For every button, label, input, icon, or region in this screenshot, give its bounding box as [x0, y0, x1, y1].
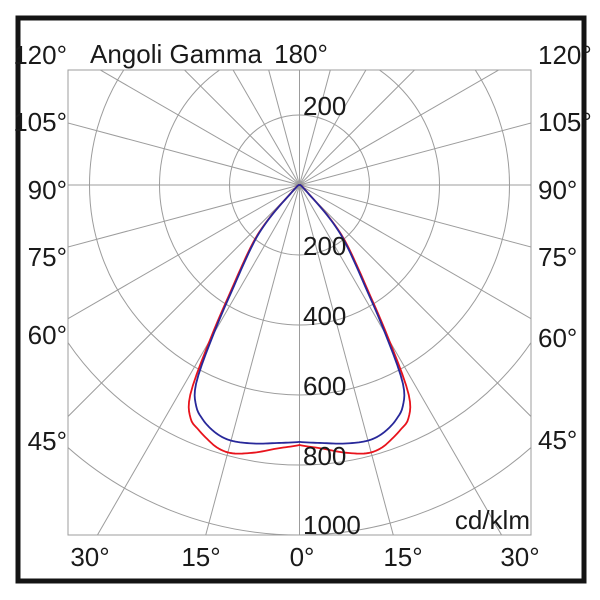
angle-label-right-75: 75°	[538, 242, 577, 272]
polar-ray-300	[299, 70, 367, 186]
polar-ray-15	[299, 184, 531, 248]
intensity-curves	[187, 184, 412, 455]
ring-label-200-top: 200	[303, 91, 346, 121]
polar-ray-75	[299, 184, 394, 535]
angle-label-left-90: 90°	[28, 175, 67, 205]
plot-area-border	[67, 69, 532, 536]
ring-label-1000: 1000	[303, 510, 361, 540]
polar-ray-225	[183, 70, 300, 186]
chart-title: Angoli Gamma	[90, 39, 262, 69]
angle-label-bottom-15l: 15°	[181, 542, 220, 572]
polar-ray-210	[99, 70, 300, 186]
ring-label-200: 200	[303, 231, 346, 261]
polar-ray-30	[299, 184, 531, 320]
polar-ray-255	[268, 70, 300, 186]
polar-ray-315	[299, 70, 416, 186]
angle-label-left-120: 120°	[13, 40, 67, 70]
polar-ray-345	[299, 122, 531, 186]
angle-label-bottom-0: 0°	[290, 542, 315, 572]
polar-ray-165	[68, 184, 300, 248]
polar-ray-135	[68, 184, 300, 418]
unit-label: cd/klm	[455, 505, 530, 535]
angle-label-left-105: 105°	[13, 107, 67, 137]
polar-ray-150	[68, 184, 300, 320]
polar-ray-60	[299, 184, 503, 535]
angle-label-left-75: 75°	[28, 242, 67, 272]
angle-label-top-180: 180°	[274, 39, 328, 69]
angle-label-right-120: 120°	[538, 40, 592, 70]
polar-ray-285	[299, 70, 331, 186]
ring-label-600: 600	[303, 371, 346, 401]
angle-label-bottom-30r: 30°	[500, 542, 539, 572]
angle-label-left-60: 60°	[28, 320, 67, 350]
angle-label-bottom-30l: 30°	[70, 542, 109, 572]
angle-label-right-90: 90°	[538, 175, 577, 205]
polar-ray-330	[299, 70, 500, 186]
border-frame	[15, 15, 587, 584]
angle-label-right-45: 45°	[538, 425, 577, 455]
polar-ray-120	[96, 184, 300, 535]
ring-label-400: 400	[303, 301, 346, 331]
angle-label-bottom-15r: 15°	[383, 542, 422, 572]
angle-label-right-105: 105°	[538, 107, 592, 137]
curve-blue	[193, 184, 406, 445]
polar-ray-105	[205, 184, 300, 535]
polar-ray-45	[299, 184, 531, 418]
ring-label-800: 800	[303, 441, 346, 471]
angle-label-left-45: 45°	[28, 426, 67, 456]
polar-ray-240	[232, 70, 300, 186]
angle-label-right-60: 60°	[538, 323, 577, 353]
polar-ray-195	[68, 122, 300, 186]
